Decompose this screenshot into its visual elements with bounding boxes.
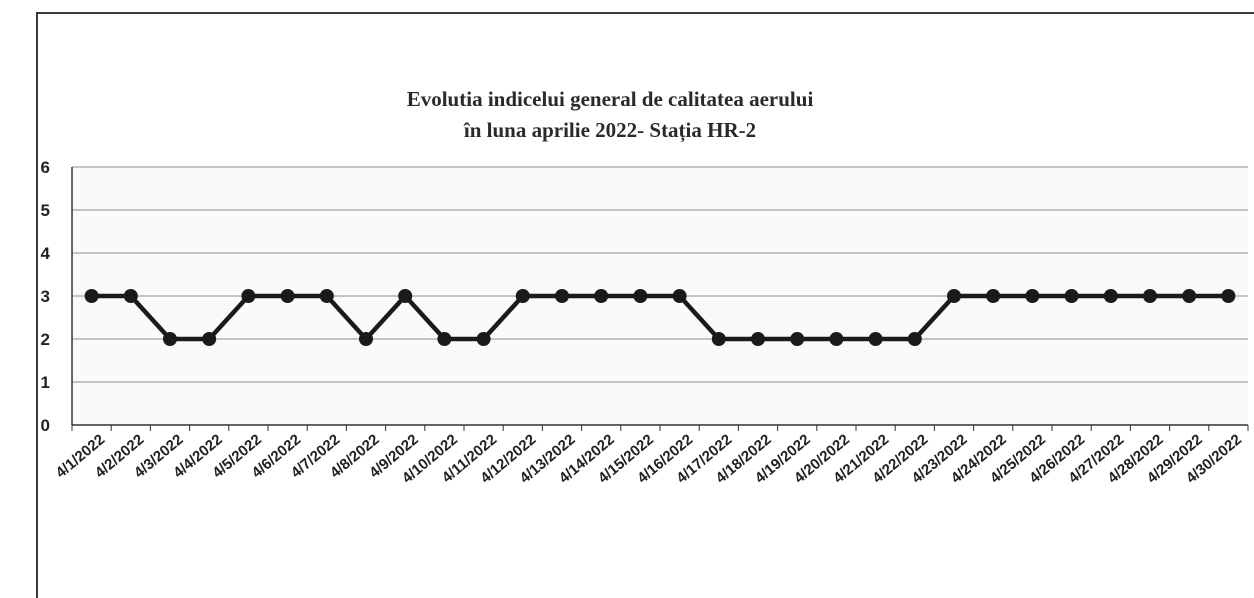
data-point bbox=[319, 289, 334, 303]
data-point bbox=[1182, 289, 1197, 303]
y-tick-label: 1 bbox=[41, 373, 50, 392]
data-point bbox=[751, 332, 765, 346]
chart-title-line-2: în luna aprilie 2022- Stația HR-2 bbox=[463, 118, 756, 143]
data-point bbox=[1103, 289, 1118, 303]
data-point bbox=[1025, 289, 1040, 303]
data-point bbox=[868, 332, 883, 346]
data-point bbox=[633, 289, 648, 303]
data-point bbox=[907, 332, 922, 346]
data-point bbox=[163, 332, 177, 346]
chart-frame: Evolutia indicelui general de calitatea … bbox=[36, 12, 1254, 598]
data-point bbox=[711, 332, 726, 346]
y-tick-label: 6 bbox=[41, 158, 50, 177]
y-tick-label: 3 bbox=[41, 287, 50, 306]
data-point bbox=[1143, 289, 1157, 303]
line-chart: Evolutia indicelui general de calitatea … bbox=[41, 87, 1249, 487]
data-point bbox=[790, 332, 805, 346]
data-point bbox=[515, 289, 530, 303]
data-point bbox=[829, 332, 844, 346]
data-point bbox=[202, 332, 217, 346]
data-point bbox=[986, 289, 1001, 303]
data-point bbox=[437, 332, 452, 346]
chart-title: Evolutia indicelui general de calitatea … bbox=[407, 87, 814, 143]
y-tick-label: 0 bbox=[41, 416, 50, 435]
data-point bbox=[123, 289, 138, 303]
data-point bbox=[84, 289, 99, 303]
data-point bbox=[241, 289, 256, 303]
data-point bbox=[1064, 289, 1079, 303]
chart-title-line-1: Evolutia indicelui general de calitatea … bbox=[407, 87, 814, 111]
data-point bbox=[1221, 289, 1236, 303]
data-point bbox=[359, 332, 373, 346]
data-point bbox=[594, 289, 609, 303]
data-point bbox=[476, 332, 491, 346]
data-point bbox=[947, 289, 961, 303]
data-point bbox=[280, 289, 295, 303]
plot-area: 01234564/1/20224/2/20224/3/20224/4/20224… bbox=[41, 158, 1249, 487]
y-tick-label: 5 bbox=[41, 201, 50, 220]
y-tick-label: 4 bbox=[41, 244, 51, 263]
data-point bbox=[398, 289, 413, 303]
data-point bbox=[555, 289, 569, 303]
data-point bbox=[672, 289, 687, 303]
y-tick-label: 2 bbox=[41, 330, 50, 349]
